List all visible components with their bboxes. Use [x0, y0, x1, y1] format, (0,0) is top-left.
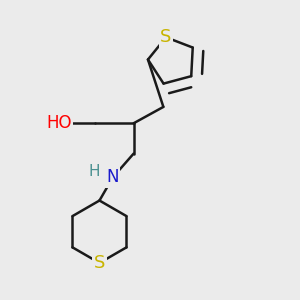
Text: N: N — [106, 168, 119, 186]
Text: H: H — [89, 164, 100, 179]
Text: S: S — [94, 254, 105, 272]
Text: S: S — [160, 28, 172, 46]
Text: HO: HO — [46, 114, 72, 132]
